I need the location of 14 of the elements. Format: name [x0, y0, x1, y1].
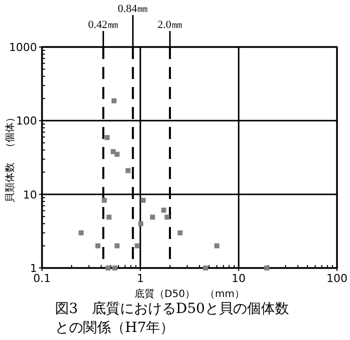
text: 図3 底質におけるD50と貝の個体数との関係（H7年）: [55, 300, 290, 338]
ref-line-label: 0.84㎜: [118, 3, 148, 15]
x-tick-label: 10: [232, 272, 246, 285]
x-tick-label: 0.1: [33, 272, 51, 285]
x-axis-title: 底質（D50） （mm）: [134, 288, 244, 300]
ref-line-label: 2.0㎜: [158, 19, 182, 31]
y-tick-label: 1000: [9, 41, 37, 54]
y-tick-label: 1: [30, 262, 37, 275]
y-tick-label: 10: [23, 188, 37, 202]
x-tick-label: 1: [136, 272, 144, 285]
y-axis-title: 貝類体数 （個体）: [4, 112, 16, 202]
ref-line-label: 0.42㎜: [88, 19, 118, 31]
y-tick-label: 100: [16, 114, 37, 128]
x-tick-label: 100: [326, 272, 348, 285]
